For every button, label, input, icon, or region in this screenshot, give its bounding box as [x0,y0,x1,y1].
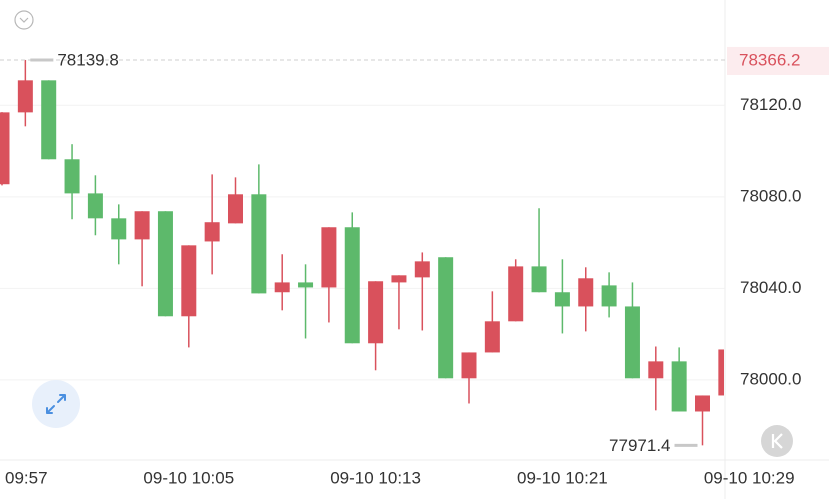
overlay: 78139.8 77971.4 78366.2 [0,46,829,455]
candle-body [64,159,80,194]
candle-body [624,306,640,379]
candle-body [391,275,407,283]
candle-body [695,395,710,412]
candle-body [461,352,477,379]
candle-body [531,266,547,293]
candle-body [718,349,724,396]
candle-body [228,194,243,224]
x-tick-label: 09-10 10:05 [143,468,234,487]
fullscreen-button[interactable] [32,380,80,428]
y-tick-label: 78120.0 [740,95,801,114]
x-tick-label: 09-10 10:21 [517,468,608,487]
candle-body [368,281,384,344]
high-annotation: 78139.8 [57,50,118,69]
candle-body [601,285,617,307]
candle-body [87,193,103,219]
kline-button[interactable] [761,425,793,457]
x-tick-label: 09-10 10:29 [704,468,795,487]
candle-body [414,261,430,278]
candle-body [251,194,267,294]
candle-body [0,112,10,185]
candle-body [204,222,220,242]
candle-body [274,282,290,293]
candle-body [578,278,594,307]
y-tick-label: 78040.0 [740,278,801,297]
plot-area [0,59,724,446]
price-tag: 78366.2 [739,50,800,69]
candle-body [554,292,570,307]
collapse-button[interactable] [14,10,34,30]
candle-body [321,227,337,288]
candle-body [438,257,454,379]
candle-body [181,245,197,317]
grid [0,104,725,381]
candle-body [671,361,687,412]
candle-body [508,266,524,322]
candle-body [648,361,664,379]
candle-body [298,282,314,288]
x-tick-label: 09:57 [5,468,48,487]
candle-body [111,218,127,240]
candle-body [17,80,33,113]
candle-body [134,211,150,240]
candle-body [157,211,173,317]
candle-body [41,80,57,160]
x-tick-label: 09-10 10:13 [330,468,421,487]
low-annotation: 77971.4 [609,436,670,455]
candle-body [344,227,360,344]
y-tick-label: 78080.0 [740,186,801,205]
price-tag-bg [727,46,829,75]
candle-body [484,321,500,353]
y-tick-label: 78000.0 [740,369,801,388]
